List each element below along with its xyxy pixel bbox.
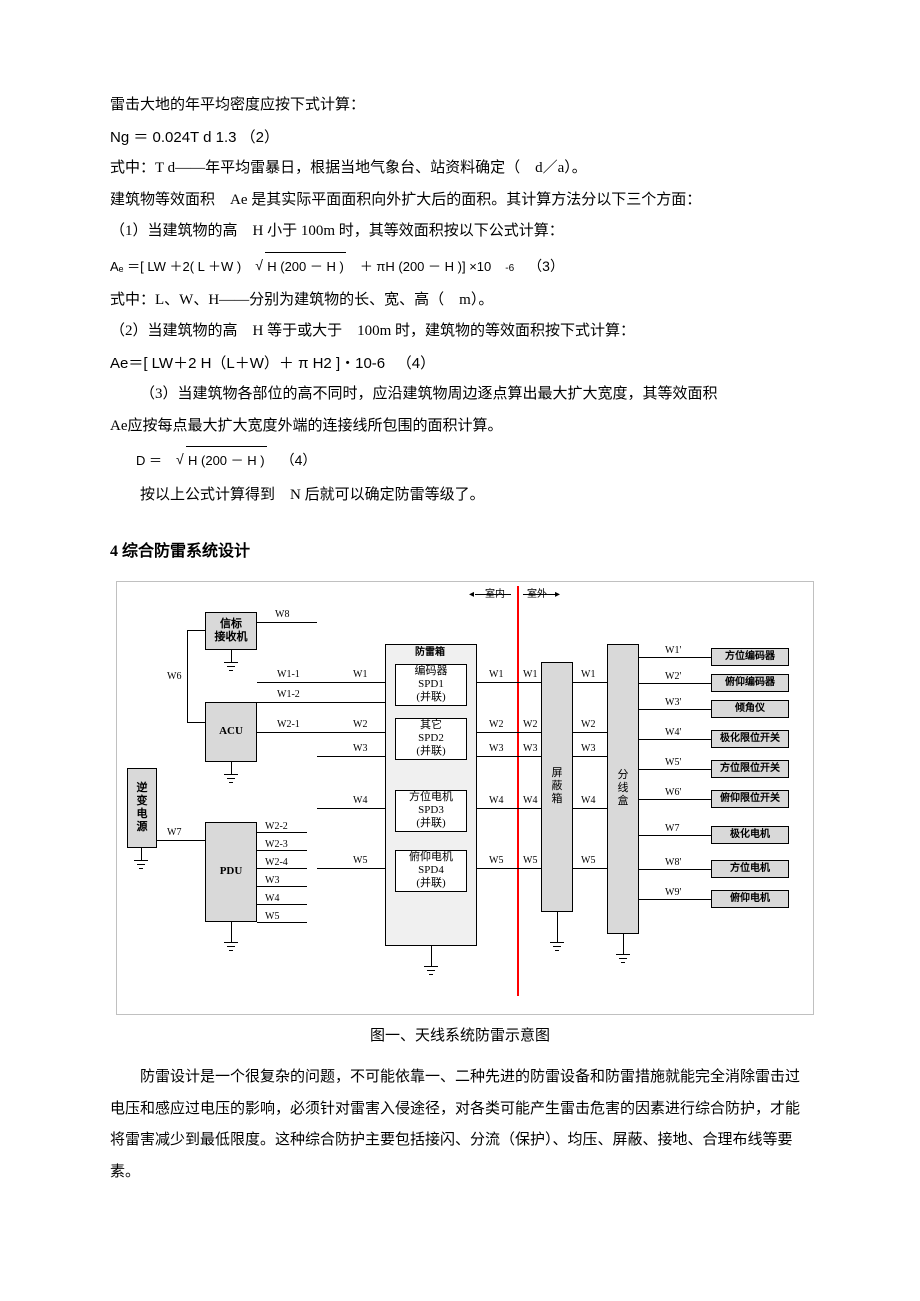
box-out2: 俯仰编码器	[711, 674, 789, 692]
formula-D: D ＝ H (200 － H ) （4）	[136, 446, 810, 475]
lbl-w3R: W3	[523, 744, 537, 754]
box-spd4: 俯仰电机SPD4(并联)	[395, 850, 467, 892]
para-5: 式中：L、W、H——分别为建筑物的长、宽、高（ m）。	[110, 285, 810, 317]
arrow-indoor	[475, 594, 511, 595]
heading-4: 4 综合防雷系统设计	[110, 535, 810, 569]
formula-3-exp: -6	[505, 258, 514, 279]
formula-D-sqrt: H (200 － H )	[186, 446, 267, 474]
lbl-w4c: W4	[581, 796, 595, 806]
diagram-antenna-lightning: 室内 室外 ◂ ▸ 信标接收机 ACU PDU 逆变电源 防雷箱 编码器SPD1…	[116, 581, 814, 1015]
arrow-outdoor	[523, 594, 559, 595]
box-out7: 极化电机	[711, 826, 789, 844]
para-9: 防雷设计是一个很复杂的问题，不可能依靠一、二种先进的防雷设备和防雷措施就能完全消…	[110, 1062, 810, 1188]
lbl-w8: W8	[275, 610, 289, 620]
para-1: 雷击大地的年平均密度应按下式计算：	[110, 90, 810, 122]
para-8: 按以上公式计算得到 N 后就可以确定防雷等级了。	[110, 480, 810, 512]
lbl-w23: W2-3	[265, 840, 288, 850]
lbl-w4m: W4	[353, 796, 367, 806]
box-pingbi: 屏蔽箱	[541, 662, 573, 912]
lbl-indoor: 室内	[485, 590, 505, 600]
para-3: 建筑物等效面积 Ae 是其实际平面面积向外扩大后的面积。其计算方法分以下三个方面…	[110, 185, 810, 217]
lbl-w12: W1-2	[277, 690, 300, 700]
box-out8: 方位电机	[711, 860, 789, 878]
box-acu: ACU	[205, 702, 257, 762]
box-out3: 倾角仪	[711, 700, 789, 718]
lbl-w7p: W7	[665, 824, 679, 834]
lbl-w6: W6	[167, 672, 181, 682]
lbl-w2c: W2	[581, 720, 595, 730]
lbl-w5p: W5'	[665, 758, 681, 768]
para-2: 式中：T d——年平均雷暴日，根据当地气象台、站资料确定（ d／a）。	[110, 153, 810, 185]
lbl-w5R: W5	[523, 856, 537, 866]
formula-3: Aₑ ＝[ LW ＋2( L ＋W ) H (200 － H ) ＋ πH (2…	[110, 252, 810, 281]
lbl-w3L: W3	[489, 744, 503, 754]
lbl-w22: W2-2	[265, 822, 288, 832]
box-out4: 极化限位开关	[711, 730, 789, 748]
lbl-w8p: W8'	[665, 858, 681, 868]
lbl-w1L: W1	[489, 670, 503, 680]
lbl-w5c: W5	[581, 856, 595, 866]
redline-divider	[517, 586, 519, 996]
para-7b: Ae应按每点最大扩大宽度外端的连接线所包围的面积计算。	[110, 411, 810, 443]
box-nibiandy: 逆变电源	[127, 768, 157, 848]
box-xinbiao: 信标接收机	[205, 612, 257, 650]
lbl-w4a: W4	[265, 894, 279, 904]
lbl-w2R: W2	[523, 720, 537, 730]
lbl-w24: W2-4	[265, 858, 288, 868]
lbl-w2L: W2	[489, 720, 503, 730]
box-pdu: PDU	[205, 822, 257, 922]
lbl-w5a: W5	[265, 912, 279, 922]
box-out9: 俯仰电机	[711, 890, 789, 908]
lbl-w1R: W1	[523, 670, 537, 680]
lbl-outdoor: 室外	[527, 590, 547, 600]
lbl-fangleixiang: 防雷箱	[415, 648, 445, 658]
formula-Da: D ＝	[136, 447, 162, 474]
lbl-w7: W7	[167, 828, 181, 838]
lbl-w2m: W2	[353, 720, 367, 730]
lbl-w5L: W5	[489, 856, 503, 866]
lbl-w9p: W9'	[665, 888, 681, 898]
lbl-w1m: W1	[353, 670, 367, 680]
formula-3a: Aₑ ＝[ LW ＋2( L ＋W )	[110, 253, 241, 280]
formula-3-sqrt: H (200 － H )	[265, 252, 346, 280]
para-6: （2）当建筑物的高 H 等于或大于 100m 时，建筑物的等效面积按下式计算：	[110, 316, 810, 348]
lbl-w2p: W2'	[665, 672, 681, 682]
box-out1: 方位编码器	[711, 648, 789, 666]
lbl-w3p: W3'	[665, 698, 681, 708]
box-fenxian: 分线盒	[607, 644, 639, 934]
lbl-w4R: W4	[523, 796, 537, 806]
box-spd3: 方位电机SPD3(并联)	[395, 790, 467, 832]
formula-4: Ae＝[ LW＋2 H（L＋W）＋ π H2 ]・10-6 （4）	[110, 348, 810, 380]
lbl-w6p: W6'	[665, 788, 681, 798]
para-7a: （3）当建筑物各部位的高不同时，应沿建筑物周边逐点算出最大扩大宽度，其等效面积	[110, 379, 810, 411]
lbl-w5m: W5	[353, 856, 367, 866]
lbl-w1c: W1	[581, 670, 595, 680]
box-out6: 俯仰限位开关	[711, 790, 789, 808]
box-spd2: 其它SPD2(并联)	[395, 718, 467, 760]
lbl-w3c: W3	[581, 744, 595, 754]
lbl-w3a: W3	[265, 876, 279, 886]
formula-3-label: （3）	[528, 252, 564, 281]
lbl-w1p: W1'	[665, 646, 681, 656]
para-4: （1）当建筑物的高 H 小于 100m 时，其等效面积按以下公式计算：	[110, 216, 810, 248]
box-spd1: 编码器SPD1(并联)	[395, 664, 467, 706]
formula-D-label: （4）	[281, 446, 317, 475]
formula-2: Ng ＝ 0.024T d 1.3 （2）	[110, 122, 810, 154]
figure-caption: 图一、天线系统防雷示意图	[110, 1021, 810, 1053]
lbl-w21: W2-1	[277, 720, 300, 730]
lbl-w4p: W4'	[665, 728, 681, 738]
lbl-w3m: W3	[353, 744, 367, 754]
formula-3c: ＋ πH (200 － H )] ×10	[360, 253, 491, 280]
lbl-w11: W1-1	[277, 670, 300, 680]
box-out5: 方位限位开关	[711, 760, 789, 778]
lbl-w4L: W4	[489, 796, 503, 806]
ground-icon	[224, 662, 238, 674]
